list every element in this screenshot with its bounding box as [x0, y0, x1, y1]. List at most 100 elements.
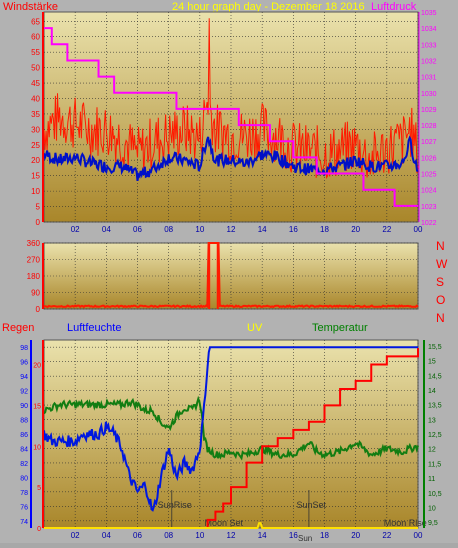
rain-axis-title: Regen — [2, 322, 34, 334]
climate-x-tick-label: 16 — [289, 531, 298, 540]
pressure-y-tick-label: 1031 — [421, 75, 437, 82]
dir-label-o: O — [436, 293, 445, 307]
wind-x-tick-label: 10 — [195, 225, 204, 234]
temperature-y-tick-label: 12,5 — [428, 432, 442, 439]
wind-y-tick-label: 35 — [31, 110, 40, 119]
wind-y-tick-label: 60 — [31, 33, 40, 42]
wind-y-tick-label: 25 — [31, 141, 40, 150]
pressure-y-tick-label: 1028 — [421, 123, 437, 130]
uv-axis-title: UV — [247, 322, 263, 334]
wind-y-tick-label: 5 — [36, 203, 41, 212]
humidity-axis-title: Luftfeuchte — [67, 322, 121, 334]
pressure-y-tick-label: 1024 — [421, 188, 437, 195]
temperature-y-tick-label: 10,5 — [428, 491, 442, 498]
climate-x-tick-label: 14 — [258, 531, 267, 540]
climate-x-tick-label: 00 — [414, 531, 423, 540]
wind-y-tick-label: 65 — [31, 17, 40, 26]
wind-x-tick-label: 12 — [227, 225, 236, 234]
sun-small-label: Sun — [298, 534, 312, 543]
wind-x-tick-label: 00 — [414, 225, 423, 234]
climate-x-tick-label: 12 — [227, 531, 236, 540]
uv-line — [44, 522, 418, 529]
climate-x-tick-label: 04 — [102, 531, 111, 540]
temperature-y-tick-label: 10 — [428, 505, 436, 512]
pressure-y-tick-label: 1022 — [421, 220, 437, 227]
wind-x-tick-label: 22 — [382, 225, 391, 234]
pressure-axis-title: Luftdruck — [371, 1, 417, 13]
humidity-y-tick-label: 92 — [20, 389, 28, 396]
humidity-y-tick-label: 80 — [20, 475, 28, 482]
humidity-y-tick-label: 78 — [20, 490, 28, 497]
temperature-y-tick-label: 14 — [428, 388, 436, 395]
humidity-y-tick-label: 88 — [20, 418, 28, 425]
pressure-y-tick-label: 1035 — [421, 10, 437, 17]
wind-x-tick-label: 02 — [71, 225, 80, 234]
humidity-y-tick-label: 82 — [20, 461, 28, 468]
temperature-y-tick-label: 15 — [428, 359, 436, 366]
pressure-y-tick-label: 1029 — [421, 107, 437, 114]
rain-y-tick-label: 20 — [33, 363, 41, 370]
climate-x-tick-label: 02 — [71, 531, 80, 540]
temperature-axis-title: Temperatur — [312, 322, 368, 334]
direction-y-tick-label: 0 — [36, 305, 41, 314]
direction-y-tick-label: 90 — [31, 289, 40, 298]
direction-y-tick-label: 270 — [27, 256, 41, 265]
humidity-y-tick-label: 96 — [20, 360, 28, 367]
wind-y-tick-label: 10 — [31, 187, 40, 196]
climate-x-tick-label: 06 — [133, 531, 142, 540]
climate-x-tick-label: 08 — [164, 531, 173, 540]
rain-y-tick-label: 10 — [33, 444, 41, 451]
wind-x-tick-label: 06 — [133, 225, 142, 234]
wind-x-tick-label: 14 — [258, 225, 267, 234]
pressure-y-tick-label: 1025 — [421, 172, 437, 179]
rain-line — [44, 348, 419, 529]
temperature-y-tick-label: 14,5 — [428, 373, 442, 380]
pressure-y-tick-label: 1027 — [421, 139, 437, 146]
dir-label-n-top: N — [436, 239, 445, 253]
dir-label-n-bottom: N — [436, 311, 445, 325]
wind-direction-panel: 0 90 180 270 360 — [27, 239, 419, 314]
climate-x-tick-label: 10 — [195, 531, 204, 540]
wind-x-tick-label: 08 — [164, 225, 173, 234]
temperature-y-tick-label: 11 — [428, 476, 435, 483]
chart-title: 24 hour graph day - Dezember 18 2016 — [172, 1, 365, 13]
humidity-y-tick-label: 98 — [20, 345, 28, 352]
pressure-y-tick-label: 1033 — [421, 42, 437, 49]
temperature-y-tick-label: 12 — [428, 447, 436, 454]
wind-x-tick-label: 18 — [320, 225, 329, 234]
pressure-y-tick-label: 1023 — [421, 204, 437, 211]
climate-x-tick-label: 20 — [351, 531, 360, 540]
moonset-label: Moon Set — [205, 518, 244, 528]
humidity-y-tick-label: 84 — [20, 446, 28, 453]
wind-x-tick-label: 20 — [351, 225, 360, 234]
moonrise-label: Moon Rise — [384, 518, 427, 528]
pressure-y-tick-label: 1034 — [421, 26, 437, 33]
wind-direction-line — [43, 242, 419, 309]
humidity-y-tick-label: 86 — [20, 432, 28, 439]
pressure-y-tick-label: 1026 — [421, 155, 437, 162]
humidity-y-tick-label: 90 — [20, 403, 28, 410]
humidity-y-tick-label: 74 — [20, 519, 28, 526]
humidity-y-tick-label: 76 — [20, 504, 28, 511]
wind-y-tick-label: 50 — [31, 64, 40, 73]
direction-y-tick-label: 180 — [27, 272, 41, 281]
sunset-label: SunSet — [296, 500, 326, 510]
dir-label-w: W — [436, 257, 448, 271]
wind-x-tick-label: 04 — [102, 225, 111, 234]
pressure-y-tick-label: 1032 — [421, 58, 437, 65]
dir-label-s: S — [436, 275, 444, 289]
temperature-y-tick-label: 9,5 — [428, 520, 438, 527]
temperature-y-tick-label: 11,5 — [428, 461, 441, 468]
wind-axis-title: Windstärke — [3, 1, 58, 13]
sunrise-label: SunRise — [158, 500, 192, 510]
wind-y-tick-label: 30 — [31, 125, 40, 134]
wind-y-tick-label: 45 — [31, 79, 40, 88]
wind-y-tick-label: 20 — [31, 156, 40, 165]
wind-x-tick-label: 16 — [289, 225, 298, 234]
wind-pressure-panel: 0510152025303540455055606510221023102410… — [31, 10, 437, 234]
wind-average-line — [43, 135, 419, 182]
rain-y-tick-label: 15 — [33, 403, 41, 410]
rain-humidity-temp-panel: 74 76 78 80 82 84 86 88 90 92 94 96 98 0 5 10 15 20 9,5 10 1… — [20, 339, 442, 543]
pressure-line — [44, 27, 418, 207]
